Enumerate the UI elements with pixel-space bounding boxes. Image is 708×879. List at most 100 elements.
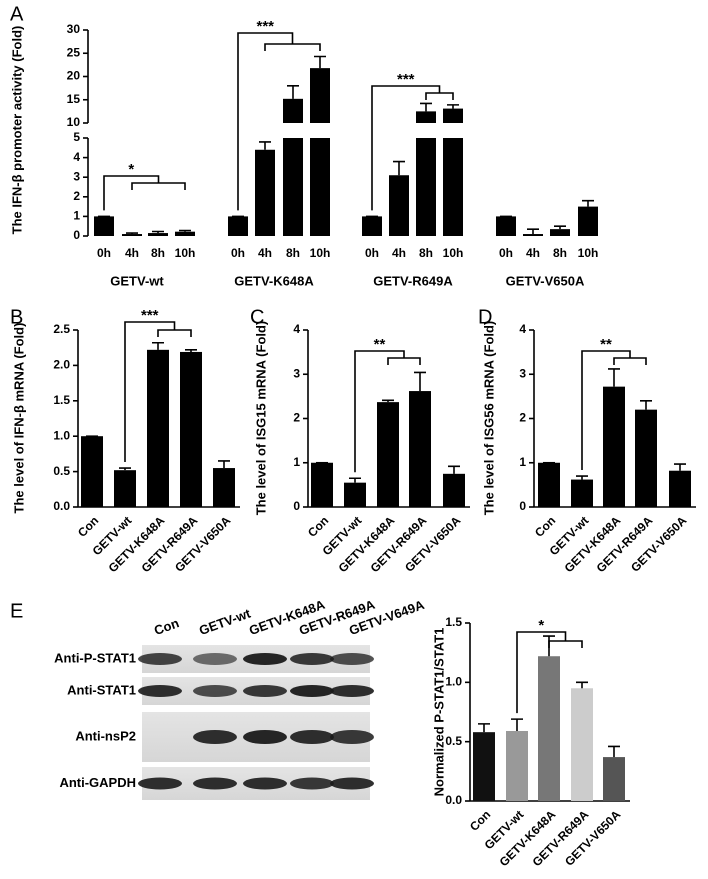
- bar: [94, 216, 114, 236]
- blot-row-label: Anti-P-STAT1: [54, 650, 136, 665]
- x-tick-label: 0h: [97, 246, 111, 260]
- blot-band: [243, 777, 287, 790]
- bar-lower: [283, 138, 303, 236]
- group-label: GETV-wt: [110, 273, 164, 288]
- bar: [122, 234, 142, 236]
- x-tick-label: Con: [467, 807, 493, 833]
- x-tick-label: Con: [532, 513, 558, 539]
- y-tick-label: 2: [293, 411, 300, 425]
- bar-upper: [310, 68, 330, 123]
- error-bar: [478, 723, 490, 733]
- y-tick-label: 0: [293, 499, 300, 513]
- bar: [506, 730, 528, 801]
- y-tick-label: 0: [519, 499, 526, 513]
- blot-band: [243, 730, 287, 744]
- error-bar: [119, 467, 131, 471]
- blot-band: [243, 685, 287, 697]
- x-tick-label: GETV-K648A: [497, 807, 559, 869]
- significance-bracket: [124, 321, 192, 463]
- error-bar: [152, 230, 164, 234]
- y-tick-label: 0.5: [53, 464, 70, 478]
- significance-label: ***: [141, 307, 159, 324]
- blot-band: [330, 730, 374, 744]
- bar: [496, 216, 516, 236]
- bar: [578, 206, 598, 236]
- bar: [571, 479, 593, 507]
- error-bar: [608, 745, 620, 758]
- error-bar: [576, 681, 588, 689]
- error-bar: [393, 160, 405, 176]
- y-tick-label: 15: [67, 92, 81, 106]
- x-tick-label: 4h: [125, 246, 139, 260]
- bar: [603, 386, 625, 507]
- x-tick-label: 10h: [310, 246, 331, 260]
- y-tick-label: 20: [67, 69, 81, 83]
- bar: [443, 473, 465, 507]
- y-tick-label: 2: [73, 189, 80, 203]
- x-tick-label: 8h: [553, 246, 567, 260]
- blot-band: [138, 777, 182, 790]
- bar: [538, 462, 560, 507]
- bar: [635, 409, 657, 507]
- error-bar: [152, 341, 164, 350]
- error-bar: [608, 368, 620, 387]
- bar: [180, 351, 202, 507]
- blot-band: [138, 685, 182, 697]
- bar: [473, 732, 495, 801]
- y-tick-label: 0.0: [445, 793, 462, 807]
- y-axis-label: The IFN-β promoter activity (Fold): [9, 26, 24, 235]
- y-tick-label: 0.0: [53, 499, 70, 513]
- lane-label: GETV-wt: [197, 605, 253, 638]
- bar: [603, 757, 625, 801]
- error-bar: [382, 399, 394, 403]
- bar: [114, 470, 136, 507]
- bar: [175, 231, 195, 236]
- bar: [571, 688, 593, 801]
- y-tick-label: 1: [73, 209, 80, 223]
- panel-label: C: [250, 306, 264, 328]
- significance-bracket: [371, 85, 454, 211]
- error-bar: [185, 349, 197, 352]
- bar: [362, 216, 382, 236]
- error-bar: [218, 460, 230, 469]
- error-bar: [447, 104, 459, 109]
- x-tick-label: 0h: [231, 246, 245, 260]
- blot-band: [193, 685, 237, 697]
- y-tick-label: 4: [293, 322, 300, 336]
- group-label: GETV-R649A: [373, 273, 453, 288]
- significance-label: ***: [256, 18, 274, 35]
- error-bar: [511, 718, 523, 731]
- y-tick-label: 4: [519, 322, 526, 336]
- x-tick-label: 10h: [443, 246, 464, 260]
- panel-label: E: [10, 600, 23, 622]
- significance-bracket: [516, 631, 583, 714]
- bar: [409, 391, 431, 507]
- group-label: GETV-V650A: [506, 273, 585, 288]
- significance-bracket: [354, 350, 421, 473]
- significance-label: ***: [397, 71, 415, 88]
- blot-band: [290, 653, 334, 665]
- bar: [213, 468, 235, 507]
- error-bar: [448, 465, 460, 474]
- x-tick-label: 10h: [175, 246, 196, 260]
- x-tick-label: 8h: [286, 246, 300, 260]
- blot-band: [193, 730, 237, 744]
- blot-band: [193, 777, 237, 790]
- bar-upper: [416, 111, 436, 123]
- error-bar: [259, 141, 271, 150]
- y-tick-label: 30: [67, 22, 81, 36]
- significance-bracket: [237, 32, 321, 211]
- blot-band: [193, 653, 237, 665]
- bar: [389, 175, 409, 236]
- bar: [344, 482, 366, 507]
- y-tick-label: 1: [519, 455, 526, 469]
- significance-label: *: [538, 617, 544, 634]
- blot-band: [290, 685, 334, 697]
- x-tick-label: 10h: [578, 246, 599, 260]
- blot-band: [330, 777, 374, 790]
- error-bar: [314, 55, 326, 69]
- blot-row-label: Anti-nsP2: [75, 728, 136, 743]
- y-tick-label: 0.5: [445, 734, 462, 748]
- y-tick-label: 1: [293, 455, 300, 469]
- error-bar: [674, 463, 686, 471]
